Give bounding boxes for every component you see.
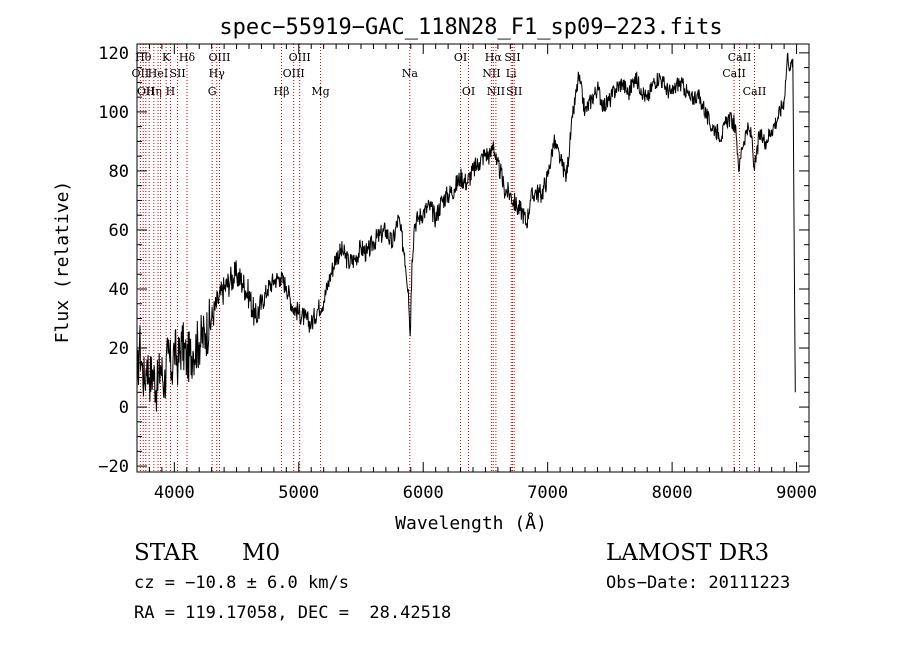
line-marker-group: OIIHθOIIHηHeIKHSIIHδGHγOIIIHβOIIIOIIIMgN… xyxy=(132,44,767,472)
spectral-line-label: OI xyxy=(454,51,467,64)
spectral-line-label: NII xyxy=(487,85,505,98)
spectral-line-label: OIII xyxy=(283,67,305,80)
y-tick-label: 20 xyxy=(109,339,129,359)
spectral-line-label: Na xyxy=(402,67,419,80)
y-tick-label: 100 xyxy=(98,103,129,123)
spectral-line-label: Hδ xyxy=(179,51,196,64)
x-tick-label: 9000 xyxy=(776,483,817,503)
spectrum-line xyxy=(136,52,796,412)
spectral-line-label: NII xyxy=(482,67,500,80)
coordinates: RA = 119.17058, DEC = 28.42518 xyxy=(134,603,452,623)
spectral-line-label: G xyxy=(208,85,217,98)
spectral-line-label: OI xyxy=(462,85,475,98)
spectral-line-label: SII xyxy=(169,67,185,80)
y-tick-label: 120 xyxy=(98,44,129,64)
spectral-line-label: Hη xyxy=(146,85,162,98)
x-tick-label: 6000 xyxy=(403,483,444,503)
velocity-readout: cz = −10.8 ± 6.0 km/s xyxy=(134,573,349,593)
spectrum-series-group xyxy=(136,52,796,412)
spectral-line-label: OIII xyxy=(289,51,311,64)
spectral-line-label: Hγ xyxy=(209,67,226,80)
spectral-line-label: OIII xyxy=(208,51,230,64)
chart-title: spec−55919−GAC_118N28_F1_sp09−223.fits xyxy=(219,15,722,40)
spectral-line-label: Hθ xyxy=(135,51,152,64)
spectral-line-label: SII xyxy=(504,51,520,64)
y-tick-label: 0 xyxy=(119,398,129,418)
spectral-line-label: K xyxy=(162,51,171,64)
spectral-line-label: SII xyxy=(506,85,522,98)
plot-frame xyxy=(136,43,810,473)
x-tick-label: 8000 xyxy=(652,483,693,503)
spectral-line-label: Mg xyxy=(311,85,329,98)
spectral-line-label: Hα xyxy=(485,51,503,64)
x-tick-label: 5000 xyxy=(278,483,319,503)
y-tick-label: 80 xyxy=(109,162,129,182)
spectral-line-label: OII xyxy=(132,67,150,80)
spectral-line-label: HeI xyxy=(148,67,168,80)
x-tick-label: 4000 xyxy=(154,483,195,503)
y-tick-label: −20 xyxy=(98,457,129,477)
spectral-line-label: CaII xyxy=(728,51,752,64)
spectral-line-label: CaII xyxy=(743,85,767,98)
object-subclass: M0 xyxy=(242,540,281,566)
spectral-line-label: CaII xyxy=(722,67,746,80)
y-tick-label: 60 xyxy=(109,221,129,241)
y-axis-label: Flux (relative) xyxy=(52,181,73,344)
spectral-line-label: Hβ xyxy=(274,85,290,98)
spectral-line-label: OII xyxy=(137,85,155,98)
y-tick-label: 40 xyxy=(109,280,129,300)
survey-name: LAMOST DR3 xyxy=(606,540,770,566)
axes-group: 4000 5000 6000 7000 8000 9000 −20 0 20 40 60 80 100 1… xyxy=(98,43,817,503)
obs-date: Obs−Date: 20111223 xyxy=(606,573,791,593)
spectral-line-label: Li xyxy=(506,67,517,80)
x-tick-label: 7000 xyxy=(527,483,568,503)
object-class: STAR xyxy=(134,540,198,566)
x-axis-label: Wavelength (Å) xyxy=(395,512,547,534)
spectral-line-label: H xyxy=(166,85,176,98)
